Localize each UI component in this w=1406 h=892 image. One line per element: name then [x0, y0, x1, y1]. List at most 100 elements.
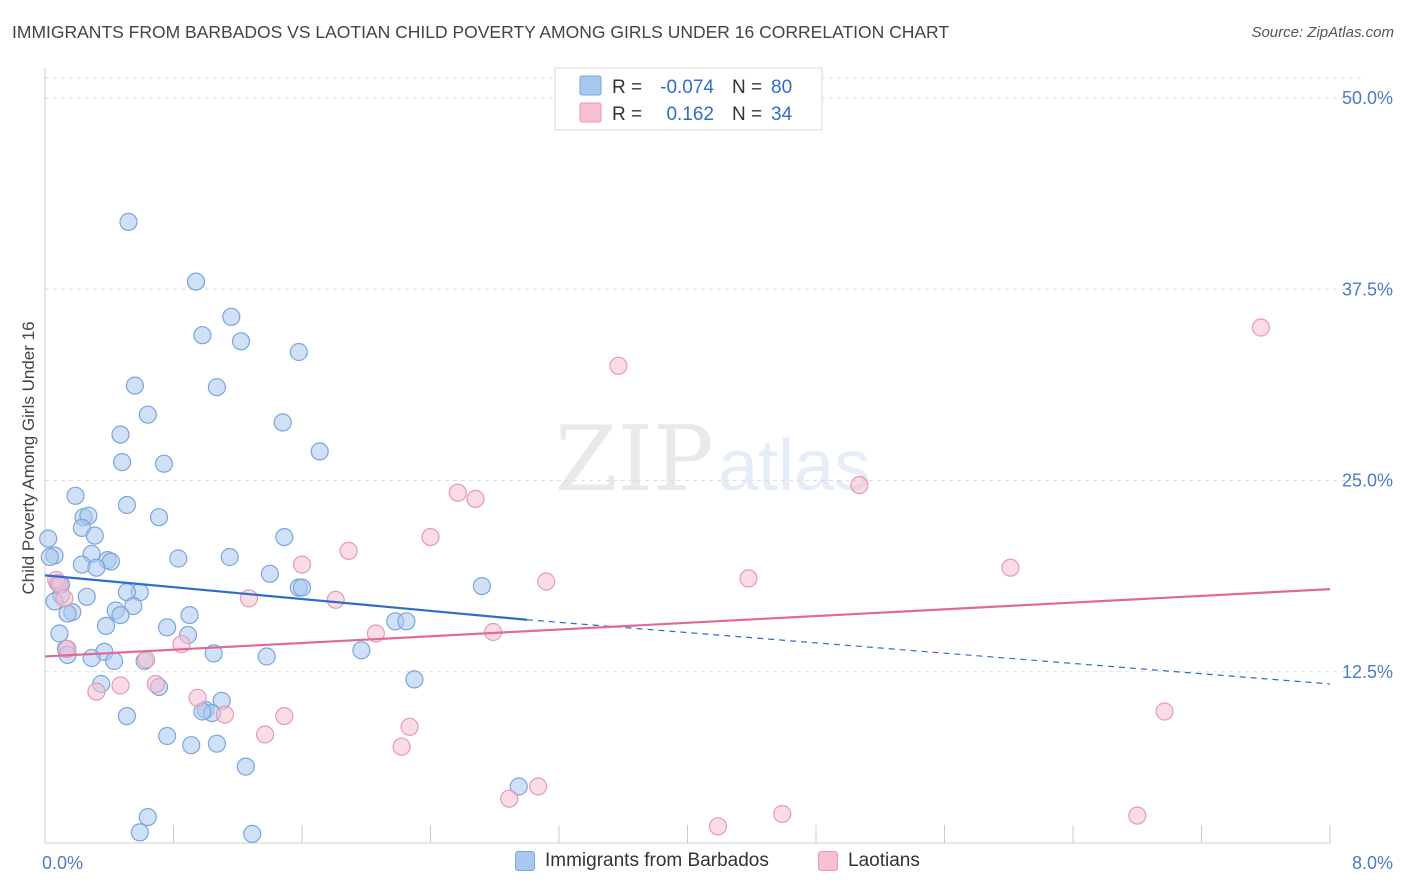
- point-laotians-25: [275, 706, 294, 726]
- point-laotians-35: [1128, 806, 1147, 825]
- trend-line-barbados-extension: [526, 619, 1331, 685]
- point-barbados-62: [405, 670, 424, 689]
- point-barbados-76: [130, 823, 149, 842]
- point-barbados-21: [275, 527, 294, 547]
- chart-title: IMMIGRANTS FROM BARBADOS VS LAOTIAN CHIL…: [12, 22, 950, 42]
- point-laotians-20: [137, 650, 156, 669]
- point-barbados-30: [87, 558, 106, 577]
- point-laotians-2: [850, 476, 869, 495]
- point-barbados-59: [82, 648, 101, 668]
- point-barbados-45: [111, 605, 130, 625]
- point-barbados-39: [77, 587, 96, 606]
- x-tick-labels: 0.0% 8.0%: [42, 853, 1393, 873]
- point-barbados-44: [58, 604, 77, 623]
- point-laotians-31: [528, 777, 548, 796]
- point-laotians-13: [55, 589, 74, 608]
- point-barbados-48: [397, 612, 416, 631]
- point-barbados-6: [125, 376, 144, 395]
- point-barbados-60: [104, 651, 124, 671]
- legend-n-label-barbados: N =: [732, 77, 762, 98]
- point-laotians-22: [111, 676, 130, 695]
- legend-r-value-barbados: -0.074: [660, 77, 714, 98]
- point-laotians-6: [339, 541, 358, 561]
- y-tick-label-0: 12.5%: [1342, 662, 1393, 682]
- point-barbados-20: [85, 526, 104, 545]
- point-barbados-70: [158, 726, 177, 746]
- point-barbados-25: [220, 547, 239, 567]
- point-barbados-26: [169, 549, 188, 568]
- legend-n-value-laotians: 34: [771, 104, 793, 125]
- legend-swatch-barbados: [579, 75, 602, 96]
- point-barbados-2: [222, 307, 241, 326]
- point-barbados-5: [289, 342, 308, 362]
- point-laotians-32: [500, 789, 519, 808]
- watermark: ZIP atlas: [555, 407, 870, 512]
- watermark-zip: ZIP: [555, 407, 714, 512]
- point-barbados-72: [207, 734, 226, 753]
- point-laotians-8: [1001, 558, 1020, 577]
- source-credit: Source: ZipAtlas.com: [1251, 24, 1394, 41]
- legend-n-value-barbados: 80: [771, 77, 792, 98]
- point-barbados-1: [186, 272, 206, 291]
- point-laotians-3: [448, 483, 467, 502]
- point-laotians-0: [1251, 318, 1271, 337]
- point-barbados-8: [138, 405, 157, 424]
- point-barbados-67: [117, 706, 137, 726]
- point-barbados-49: [96, 616, 116, 636]
- point-barbados-35: [472, 576, 491, 596]
- point-barbados-14: [66, 486, 85, 505]
- point-barbados-9: [273, 413, 292, 432]
- x-tick-label-1: 8.0%: [1352, 853, 1393, 873]
- series-barbados-points: [39, 212, 528, 844]
- series-legend: Immigrants from Barbados Laotians: [0, 850, 1406, 878]
- legend-label-barbados: Immigrants from Barbados: [545, 850, 769, 871]
- point-barbados-34: [292, 578, 312, 597]
- legend-r-label-laotians: R =: [612, 104, 642, 125]
- point-laotians-14: [239, 589, 259, 608]
- point-barbados-31: [260, 564, 279, 583]
- trend-line-barbados: [44, 574, 527, 621]
- y-tick-label-1: 25.0%: [1342, 471, 1393, 491]
- legend-r-value-laotians: 0.162: [666, 104, 714, 125]
- point-barbados-15: [117, 495, 137, 515]
- point-laotians-34: [708, 817, 728, 836]
- point-barbados-73: [236, 757, 255, 776]
- point-barbados-11: [310, 442, 329, 461]
- point-barbados-4: [231, 332, 251, 351]
- point-barbados-74: [509, 777, 528, 796]
- point-laotians-29: [256, 725, 275, 744]
- axes: [44, 68, 1331, 844]
- point-laotians-12: [739, 569, 758, 588]
- point-barbados-13: [154, 454, 173, 473]
- point-laotians-28: [400, 717, 419, 736]
- point-laotians-16: [366, 624, 385, 643]
- point-laotians-27: [1155, 702, 1174, 721]
- legend-n-label-laotians: N =: [732, 104, 762, 125]
- point-barbados-58: [257, 647, 276, 666]
- legend-item-laotians: Laotians: [818, 850, 920, 872]
- point-barbados-75: [138, 807, 157, 827]
- point-laotians-24: [188, 688, 207, 707]
- legend-swatch-barbados-bottom: [515, 851, 535, 871]
- gridlines: [45, 77, 1364, 673]
- point-laotians-23: [87, 682, 106, 701]
- point-barbados-10: [111, 425, 130, 444]
- point-laotians-33: [773, 804, 792, 824]
- point-barbados-77: [243, 824, 262, 844]
- trend-lines: [44, 574, 1331, 685]
- point-barbados-3: [193, 326, 212, 345]
- point-barbados-54: [352, 641, 371, 660]
- point-laotians-11: [537, 572, 556, 591]
- point-barbados-0: [119, 212, 138, 231]
- point-barbados-41: [124, 596, 143, 616]
- point-laotians-15: [326, 590, 345, 609]
- point-barbados-12: [112, 453, 132, 472]
- point-barbados-79: [40, 547, 59, 567]
- legend-swatch-laotians: [579, 102, 602, 123]
- point-barbados-16: [149, 508, 169, 527]
- point-barbados-22: [39, 529, 58, 548]
- point-laotians-5: [421, 527, 440, 547]
- point-barbados-7: [207, 378, 226, 397]
- point-laotians-21: [146, 674, 165, 694]
